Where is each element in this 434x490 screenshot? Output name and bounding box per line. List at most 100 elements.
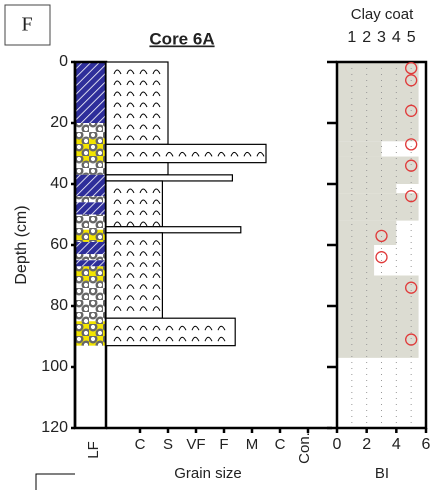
lithology-unit [75, 162, 106, 175]
bioturbation [152, 325, 161, 331]
bioturbation [126, 135, 135, 141]
next-panel-box [35, 473, 75, 490]
lithology-unit [75, 321, 106, 346]
y-tick-label: 120 [41, 419, 68, 436]
bioturbation [126, 124, 135, 130]
bioturbation [152, 135, 161, 141]
grain-bed [105, 143, 267, 164]
bioturbation [126, 251, 135, 257]
bioturbation [152, 188, 161, 194]
lithology-unit [75, 62, 106, 123]
bioturbation [152, 91, 161, 97]
bioturbation [113, 251, 122, 257]
x-tick-label: Con. [296, 432, 313, 464]
lithology-unit [75, 241, 106, 255]
bioturbation [152, 273, 161, 279]
bioturbation [165, 151, 174, 157]
bioturbation [152, 80, 161, 86]
bioturbation [256, 151, 265, 157]
bioturbation [178, 325, 187, 331]
bioturbation [126, 306, 135, 312]
bioturbation [191, 336, 200, 342]
bioturbation [152, 69, 161, 75]
bioturbation [126, 273, 135, 279]
bioturbation [126, 210, 135, 216]
clay-coat-point [405, 74, 418, 87]
bioturbation [113, 135, 122, 141]
bioturbation [139, 336, 148, 342]
bioturbation [152, 251, 161, 257]
lithology-label: LF [85, 441, 102, 459]
bioturbation [139, 124, 148, 130]
bioturbation [139, 251, 148, 257]
bioturbation [126, 240, 135, 246]
clay-coat-point [405, 61, 418, 75]
x-tick-label: 0 [333, 436, 342, 453]
bioturbation [126, 91, 135, 97]
x-tick-label: F [219, 436, 228, 453]
bioturbation [126, 151, 135, 157]
lithology-unit [75, 254, 106, 261]
bioturbation [191, 151, 200, 157]
bioturbation [139, 221, 148, 227]
bi-interval [337, 275, 419, 358]
bioturbation [113, 273, 122, 279]
bioturbation [152, 221, 161, 227]
x-tick-label: 6 [422, 436, 431, 453]
bioturbation [139, 284, 148, 290]
bioturbation [113, 113, 122, 119]
bioturbation [126, 325, 135, 331]
lithology-unit [75, 266, 106, 282]
bioturbation [113, 336, 122, 342]
lithology-unit [75, 214, 106, 230]
bioturbation [126, 295, 135, 301]
clay-coat-point [405, 104, 418, 117]
bioturbation [204, 336, 213, 342]
bi-interval [337, 245, 375, 276]
top-tick-label: 1 [347, 29, 356, 46]
bioturbation [126, 102, 135, 108]
bioturbation [126, 188, 135, 194]
bioturbation [113, 295, 122, 301]
x-tick-label: C [135, 436, 146, 453]
bioturbation [113, 80, 122, 86]
bioturbation [113, 221, 122, 227]
y-tick-label: 60 [50, 236, 68, 253]
bi-interval [337, 156, 419, 184]
y-tick-label: 40 [50, 175, 68, 192]
bioturbation [139, 325, 148, 331]
bioturbation [113, 284, 122, 290]
clay-coat-point [405, 333, 418, 346]
clay-coat-point [375, 229, 388, 243]
bioturbation [139, 102, 148, 108]
bioturbation [126, 284, 135, 290]
bioturbation [165, 336, 174, 342]
bioturbation [113, 325, 122, 331]
bioturbation [113, 306, 122, 312]
bioturbation [113, 91, 122, 97]
bioturbation [113, 151, 122, 157]
bioturbation [139, 69, 148, 75]
y-tick-label: 20 [50, 114, 68, 131]
clay-coat-point [405, 138, 418, 151]
bioturbation [113, 188, 122, 194]
lithology-unit [75, 123, 106, 139]
lithology-unit [75, 260, 106, 267]
bioturbation [139, 113, 148, 119]
bioturbation [139, 210, 148, 216]
y-tick-label: 80 [50, 297, 68, 314]
x-tick-label: M [246, 436, 259, 453]
bioturbation [152, 336, 161, 342]
bioturbation [139, 262, 148, 268]
bioturbation [139, 199, 148, 205]
bioturbation [126, 113, 135, 119]
bioturbation [126, 69, 135, 75]
bioturbation [113, 240, 122, 246]
chart-title: Core 6A [149, 29, 214, 48]
bioturbation [139, 135, 148, 141]
bi-axis-label: BI [375, 465, 389, 482]
x-tick-label: VF [186, 436, 205, 453]
y-tick-label: 0 [59, 53, 68, 70]
x-tick-label: S [163, 436, 173, 453]
